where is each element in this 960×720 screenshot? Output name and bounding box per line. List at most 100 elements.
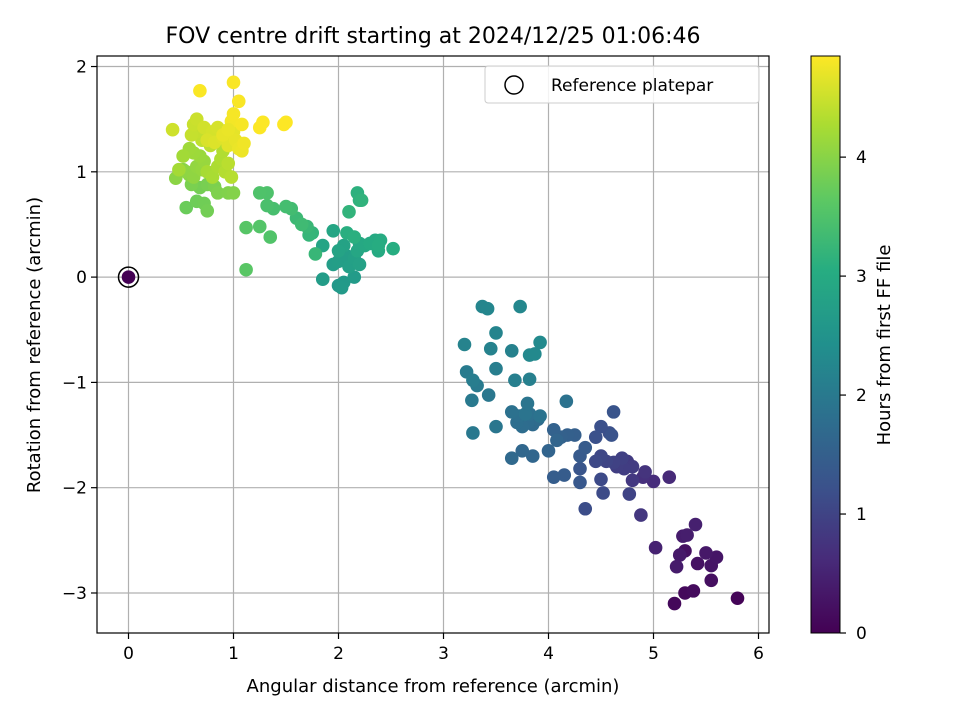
data-point xyxy=(541,444,556,458)
data-point xyxy=(625,473,640,488)
data-point xyxy=(690,556,705,571)
data-point xyxy=(606,405,621,419)
data-point xyxy=(331,243,346,258)
data-point xyxy=(557,468,572,482)
data-point xyxy=(596,486,610,500)
colorbar-ticks: 0 1 2 3 4 xyxy=(840,148,867,644)
data-point xyxy=(522,372,537,387)
colorbar-tick-label: 0 xyxy=(856,624,867,644)
data-point xyxy=(550,433,564,448)
data-point xyxy=(165,122,180,137)
data-point xyxy=(672,548,687,562)
data-point xyxy=(573,475,587,490)
data-point xyxy=(588,430,603,444)
data-point xyxy=(239,220,253,235)
data-point xyxy=(235,117,249,132)
data-point xyxy=(546,470,561,484)
y-axis-label: Rotation from reference (arcmin) xyxy=(24,197,45,493)
y-tick-label: 0 xyxy=(76,268,87,288)
data-point xyxy=(237,136,251,151)
x-tick-label: 2 xyxy=(333,644,344,664)
chart-title: FOV centre drift starting at 2024/12/25 … xyxy=(166,24,701,49)
legend-box xyxy=(484,65,760,104)
data-point xyxy=(520,396,535,411)
data-point xyxy=(466,373,480,388)
data-point xyxy=(604,428,619,442)
data-point xyxy=(648,540,663,555)
data-point xyxy=(342,205,356,219)
data-point xyxy=(172,162,186,177)
data-point xyxy=(508,373,522,388)
data-point xyxy=(578,501,593,516)
x-tick-label: 1 xyxy=(228,644,239,664)
data-point xyxy=(489,326,503,340)
reference-point-ring xyxy=(117,266,140,288)
data-point xyxy=(504,405,519,419)
data-point xyxy=(221,156,236,171)
data-point xyxy=(200,203,215,218)
data-point xyxy=(226,75,241,90)
data-point xyxy=(578,440,593,455)
scatter-points xyxy=(165,75,745,611)
data-point xyxy=(699,546,713,560)
data-point xyxy=(680,528,694,542)
data-point xyxy=(483,341,498,356)
y-tick-label: −3 xyxy=(62,584,87,604)
colorbar-tick-label: 2 xyxy=(856,386,867,406)
data-point xyxy=(638,465,652,479)
data-point xyxy=(279,115,293,130)
x-tick-label: 4 xyxy=(543,644,554,664)
data-point xyxy=(179,200,194,215)
data-point xyxy=(260,198,274,213)
colorbar-tick-label: 4 xyxy=(856,148,867,168)
data-point xyxy=(347,270,362,284)
data-point xyxy=(669,559,684,574)
data-point xyxy=(193,83,207,98)
data-point xyxy=(688,517,703,532)
data-point xyxy=(354,193,369,208)
colorbar xyxy=(810,55,841,634)
data-point xyxy=(205,170,220,184)
data-point xyxy=(252,219,267,234)
data-point xyxy=(489,419,503,434)
data-point xyxy=(533,409,547,423)
data-point xyxy=(622,487,637,501)
data-point xyxy=(709,550,724,564)
data-point xyxy=(646,474,661,489)
data-point xyxy=(176,149,190,163)
data-point xyxy=(704,573,719,588)
data-point xyxy=(533,335,547,350)
data-point xyxy=(528,347,542,361)
data-point xyxy=(231,94,246,109)
data-point xyxy=(489,361,503,376)
data-point xyxy=(515,444,530,458)
x-axis-label: Angular distance from reference (arcmin) xyxy=(247,676,620,697)
data-point xyxy=(588,454,603,469)
data-point xyxy=(226,186,241,200)
data-point xyxy=(480,301,495,316)
data-point xyxy=(594,472,608,487)
data-point xyxy=(308,247,323,261)
x-axis-ticks: 0 1 2 3 4 5 6 xyxy=(123,633,764,664)
x-tick-label: 3 xyxy=(438,644,449,664)
colorbar-label: Hours from first FF file xyxy=(874,245,895,446)
x-tick-label: 6 xyxy=(753,644,764,664)
data-point xyxy=(573,461,587,476)
data-point xyxy=(334,280,349,295)
colorbar-tick-label: 3 xyxy=(856,267,867,287)
data-point xyxy=(504,344,519,358)
y-axis-ticks: −3 −2 −1 0 1 2 xyxy=(62,58,97,604)
data-point xyxy=(226,107,241,121)
data-point xyxy=(457,337,472,352)
plot-area-frame xyxy=(96,55,770,634)
data-point xyxy=(662,470,677,484)
data-point xyxy=(667,596,682,611)
data-point xyxy=(315,272,330,287)
data-point xyxy=(263,230,278,244)
colorbar-tick-label: 1 xyxy=(856,505,867,525)
data-point xyxy=(252,186,267,200)
data-point xyxy=(546,422,561,437)
y-tick-label: −2 xyxy=(62,479,87,499)
data-point xyxy=(239,262,253,277)
